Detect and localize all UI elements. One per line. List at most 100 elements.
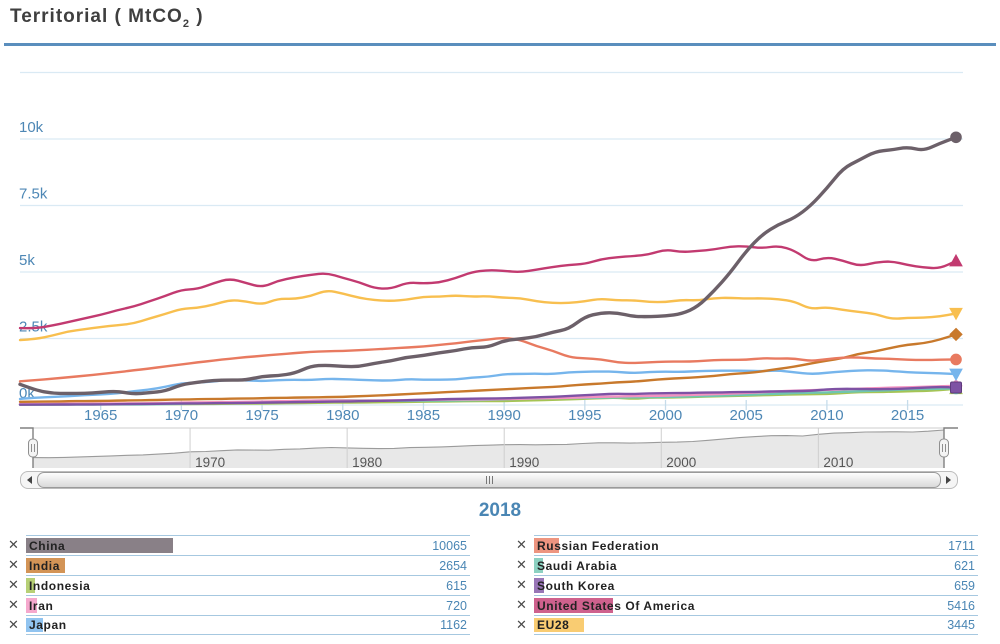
- legend-color-bar: [26, 598, 37, 613]
- x-axis-label: 1980: [326, 407, 359, 424]
- legend-color-bar: [534, 558, 543, 573]
- legend-cell: United States Of America 5416: [534, 595, 978, 615]
- legend-remove-button[interactable]: ✕: [516, 577, 527, 592]
- x-axis-label: 1985: [407, 407, 440, 424]
- x-axis-label: 1975: [245, 407, 278, 424]
- nav-year-label: 2010: [823, 455, 853, 470]
- nav-year-label: 1970: [195, 455, 225, 470]
- legend-row-china: ✕ China 10065: [8, 535, 470, 555]
- legend-color-bar: [26, 558, 65, 573]
- page-title: Territorial ( MtCO2 ): [10, 6, 204, 30]
- legend-column-2: ✕ Russian Federation 1711 ✕ Saudi Arabia 621 ✕…: [516, 535, 978, 635]
- right-arrow-icon: [946, 476, 951, 484]
- legend-remove-button[interactable]: ✕: [8, 577, 19, 592]
- legend-color-bar: [26, 578, 35, 593]
- legend-color-bar: [534, 618, 584, 632]
- chart-marker-united-states-of-america[interactable]: [949, 253, 963, 267]
- legend-row-eu28: ✕ EU28 3445: [516, 615, 978, 635]
- chart-line-eu28[interactable]: [18, 289, 958, 342]
- chart-line-russian-federation[interactable]: [18, 337, 958, 383]
- nav-year-label: 1990: [509, 455, 539, 470]
- legend-cell: Saudi Arabia 621: [534, 555, 978, 575]
- chart-marker-south-korea[interactable]: [950, 381, 963, 394]
- legend-cell: China 10065: [26, 535, 470, 555]
- legend-row-russian-federation: ✕ Russian Federation 1711: [516, 535, 978, 555]
- legend-remove-button[interactable]: ✕: [8, 537, 19, 552]
- legend-row-india: ✕ India 2654: [8, 555, 470, 575]
- legend-remove-button[interactable]: ✕: [516, 557, 527, 572]
- legend-color-bar: [534, 598, 613, 613]
- legend-country-label: India: [29, 558, 61, 573]
- thumb-grip-icon: [485, 476, 487, 484]
- legend-cell: India 2654: [26, 555, 470, 575]
- legend-country-label: South Korea: [537, 578, 615, 593]
- legend-country-label: Russian Federation: [537, 538, 660, 553]
- legend-country-value: 1711: [948, 538, 975, 553]
- legend-color-bar: [534, 538, 559, 553]
- legend-country-label: China: [29, 538, 66, 553]
- legend-country-value: 659: [954, 578, 975, 593]
- x-axis-label: 1995: [568, 407, 601, 424]
- chart-marker-china[interactable]: [950, 131, 962, 144]
- title-text: Territorial ( MtCO: [10, 6, 183, 27]
- legend-country-label: Iran: [29, 598, 54, 613]
- timeline-navigator[interactable]: 1970 1980 1990 2000 2010: [0, 423, 1000, 471]
- nav-year-label: 1980: [352, 455, 382, 470]
- legend-country-label: Japan: [29, 618, 67, 632]
- chart-marker-eu28[interactable]: [949, 307, 963, 321]
- title-subscript: 2: [182, 17, 190, 30]
- legend-cell: Japan 1162: [26, 615, 470, 635]
- legend-color-bar: [26, 538, 173, 553]
- legend-remove-button[interactable]: ✕: [516, 617, 527, 632]
- timeline-scrollbar[interactable]: [20, 471, 958, 489]
- legend-country-value: 10065: [432, 538, 467, 553]
- legend-column-1: ✕ China 10065 ✕ India 2654 ✕ Indonesia 615 ✕ Iran 7…: [8, 535, 470, 635]
- legend-country-value: 5416: [947, 598, 975, 613]
- chart-marker-india[interactable]: [949, 327, 963, 342]
- legend-remove-button[interactable]: ✕: [516, 537, 527, 552]
- chart-line-united-states-of-america[interactable]: [18, 245, 958, 330]
- legend-row-japan: ✕ Japan 1162: [8, 615, 470, 635]
- scrollbar-right-arrow-button[interactable]: [941, 472, 956, 488]
- legend-country-value: 3445: [947, 618, 975, 632]
- x-axis-label: 1965: [84, 407, 117, 424]
- chart-line-south-korea[interactable]: [18, 385, 958, 406]
- legend-country-value: 615: [446, 578, 467, 593]
- current-year-label: 2018: [478, 500, 522, 521]
- navigator-handle-right[interactable]: [939, 438, 949, 458]
- x-axis-label: 2000: [649, 407, 682, 424]
- legend-remove-button[interactable]: ✕: [8, 557, 19, 572]
- legend-row-saudi-arabia: ✕ Saudi Arabia 621: [516, 555, 978, 575]
- chart-line-china[interactable]: [18, 135, 958, 396]
- scrollbar-left-arrow-button[interactable]: [22, 472, 37, 488]
- x-axis-label: 1970: [165, 407, 198, 424]
- y-axis-label: 7.5k: [19, 186, 48, 203]
- legend-remove-button[interactable]: ✕: [8, 597, 19, 612]
- legend-country-value: 1162: [440, 618, 467, 632]
- legend-country-label: Indonesia: [29, 578, 91, 593]
- title-underline: [4, 43, 996, 46]
- chart-marker-japan[interactable]: [949, 368, 963, 382]
- country-legend: ✕ China 10065 ✕ India 2654 ✕ Indonesia 615 ✕ Iran 7…: [8, 535, 978, 635]
- legend-country-value: 621: [954, 558, 975, 573]
- legend-cell: Russian Federation 1711: [534, 535, 978, 555]
- navigator-handle-left[interactable]: [28, 438, 38, 458]
- scrollbar-thumb[interactable]: [37, 472, 941, 488]
- legend-remove-button[interactable]: ✕: [516, 597, 527, 612]
- legend-country-label: United States Of America: [537, 598, 695, 613]
- legend-row-indonesia: ✕ Indonesia 615: [8, 575, 470, 595]
- y-axis-label: 10k: [19, 119, 44, 136]
- chart-marker-russian-federation[interactable]: [950, 353, 962, 366]
- legend-cell: Iran 720: [26, 595, 470, 615]
- legend-row-united-states-of-america: ✕ United States Of America 5416: [516, 595, 978, 615]
- title-suffix: ): [189, 6, 204, 27]
- legend-row-south-korea: ✕ South Korea 659: [516, 575, 978, 595]
- legend-cell: Indonesia 615: [26, 575, 470, 595]
- legend-country-value: 720: [446, 598, 467, 613]
- chart-line-india[interactable]: [18, 333, 958, 403]
- legend-remove-button[interactable]: ✕: [8, 617, 19, 632]
- legend-country-label: Saudi Arabia: [537, 558, 618, 573]
- y-axis-label: 5k: [19, 252, 35, 269]
- legend-country-value: 2654: [439, 558, 467, 573]
